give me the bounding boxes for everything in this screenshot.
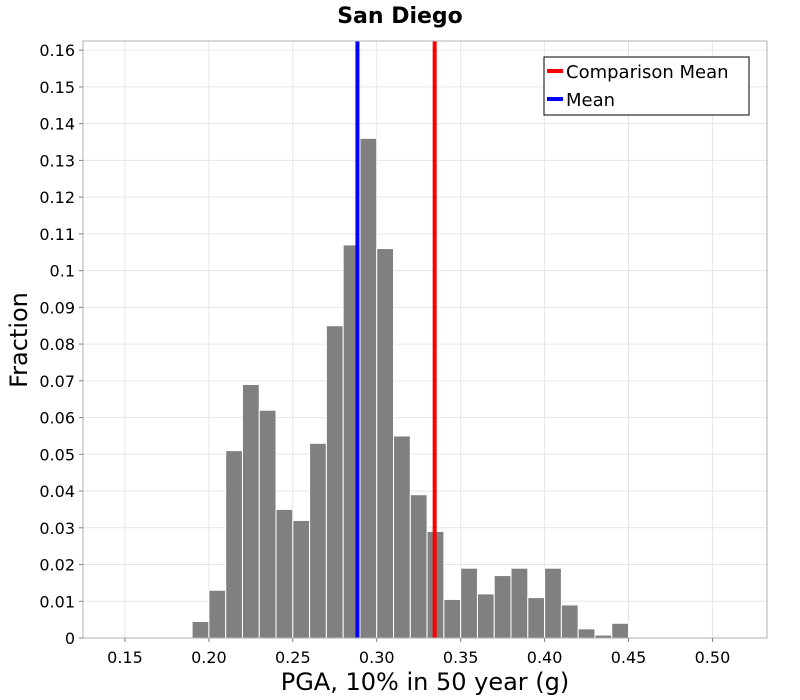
histogram-bar [225,450,243,639]
histogram-bar [309,442,327,639]
histogram-bar [460,567,478,639]
y-tick-label: 0.14 [39,115,75,134]
histogram-bar [510,567,529,639]
legend-label: Mean [566,90,615,111]
x-tick-labels: 0.15 0.20 0.25 0.30 0.35 0.40 0.45 0.50 [107,648,730,667]
y-tick-label: 0.09 [39,298,75,317]
y-tick-label: 0.13 [39,151,75,170]
histogram-bar [560,604,579,639]
grid-lines [83,41,767,639]
histogram-bar [527,597,546,639]
x-tick-label: 0.15 [107,648,143,667]
y-tick-label: 0.06 [39,409,75,428]
histogram-bar [577,628,596,639]
histogram-bar [611,622,630,639]
histogram-bar [191,620,210,639]
y-tick-label: 0.1 [50,262,75,281]
x-tick-label: 0.45 [611,648,647,667]
legend-box [543,56,750,116]
histogram-bar [292,519,311,639]
x-tick-label: 0.20 [191,648,227,667]
y-tick-label: 0.04 [39,482,75,501]
histogram-bar [275,508,294,639]
histogram-bar [258,409,277,639]
histogram-bar [241,384,260,639]
histogram-bar [544,567,562,639]
chart-title: San Diego [337,4,463,29]
y-tick-label: 0 [65,629,75,648]
histogram-bars [191,137,630,639]
x-tick-label: 0.40 [527,648,563,667]
y-axis-label: Fraction [5,292,33,388]
histogram-bar [493,575,512,639]
histogram-bar [359,137,378,639]
y-tick-labels: 0 0.01 0.02 0.03 0.04 0.05 0.06 0.07 0.08 0.09 0.1… [39,41,75,648]
histogram-bar [325,325,344,639]
mean-lines [355,41,437,638]
y-tick-label: 0.11 [39,225,75,244]
histogram-bar [376,248,395,639]
y-tick-label: 0.07 [39,372,75,391]
y-tick-label: 0.01 [39,592,75,611]
y-tick-label: 0.05 [39,445,75,464]
y-tick-label: 0.16 [39,41,75,60]
histogram-bar [476,593,495,639]
x-tick-label: 0.25 [275,648,311,667]
x-tick-label: 0.50 [695,648,731,667]
y-tick-label: 0.15 [39,78,75,97]
legend: Comparison Mean Mean [543,56,750,116]
y-tick-label: 0.02 [39,556,75,575]
histogram-bar [208,589,227,639]
x-tick-label: 0.30 [359,648,395,667]
y-tick-label: 0.08 [39,335,75,354]
histogram-bar [393,435,411,639]
plot-frame [82,40,768,639]
histogram-bar [443,598,462,639]
axis-ticks [79,49,713,642]
y-tick-label: 0.12 [39,188,75,207]
legend-label: Comparison Mean [566,62,729,83]
x-tick-label: 0.35 [443,648,479,667]
x-axis-label: PGA, 10% in 50 year (g) [281,668,570,696]
y-tick-label: 0.03 [39,519,75,538]
histogram-bar [409,494,428,639]
